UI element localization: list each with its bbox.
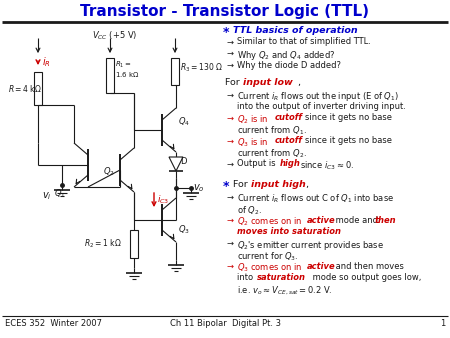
Text: input low: input low [243,78,293,87]
Text: current from $Q_2$.: current from $Q_2$. [237,148,307,161]
Text: Transistor - Transistor Logic (TTL): Transistor - Transistor Logic (TTL) [81,4,369,19]
Text: $Q_2$ is in: $Q_2$ is in [237,114,269,126]
Text: since $i_{C3} \approx 0$.: since $i_{C3} \approx 0$. [300,160,354,172]
Text: moves into saturation: moves into saturation [237,227,341,236]
Text: $\rightarrow$: $\rightarrow$ [225,193,235,202]
Text: $1.6\ \mathrm{k}\Omega$: $1.6\ \mathrm{k}\Omega$ [115,70,140,79]
Text: and then moves: and then moves [333,262,404,271]
Text: mode and: mode and [333,216,381,225]
Text: Why $Q_2$ and $Q_4$ added?: Why $Q_2$ and $Q_4$ added? [237,49,335,62]
Text: For: For [233,180,251,189]
Text: Current $i_R$ flows out the input (E of $Q_1$): Current $i_R$ flows out the input (E of … [237,90,399,103]
Text: $i_{C3}$: $i_{C3}$ [157,194,169,206]
Text: $\rightarrow$: $\rightarrow$ [225,239,235,248]
Text: Output is: Output is [237,160,278,168]
Text: $R_3 = 130\ \Omega$: $R_3 = 130\ \Omega$ [180,62,223,74]
Text: current from $Q_1$.: current from $Q_1$. [237,125,307,138]
Text: D: D [180,158,186,167]
Text: $i_R$: $i_R$ [42,55,51,69]
Text: $Q_3$: $Q_3$ [178,224,190,236]
Text: ,: , [297,78,300,87]
Text: saturation: saturation [257,273,306,282]
Text: $Q_2$ comes on in: $Q_2$ comes on in [237,216,303,228]
Text: 1: 1 [440,319,445,328]
Text: then: then [375,216,396,225]
Text: *: * [223,26,230,39]
Text: $Q_3$ comes on in: $Q_3$ comes on in [237,262,303,274]
Text: $R_2 = 1\ \mathrm{k}\Omega$: $R_2 = 1\ \mathrm{k}\Omega$ [84,238,122,250]
Text: mode so output goes low,: mode so output goes low, [310,273,421,282]
Text: $\rightarrow$: $\rightarrow$ [225,61,235,70]
Polygon shape [169,157,183,171]
Text: $v_o$: $v_o$ [193,182,205,194]
Text: active: active [307,262,336,271]
Text: of $Q_2$.: of $Q_2$. [237,204,262,217]
Text: $Q_3$ is in: $Q_3$ is in [237,137,269,149]
Text: into the output of inverter driving input.: into the output of inverter driving inpu… [237,102,406,111]
Text: $R_1 =$: $R_1 =$ [115,60,132,70]
Text: cutoff: cutoff [275,114,303,122]
Text: $\rightarrow$: $\rightarrow$ [225,90,235,99]
Text: into: into [237,273,256,282]
Bar [171,58,179,85]
Text: $Q_4$: $Q_4$ [178,116,190,128]
Text: since it gets no base: since it gets no base [305,114,392,122]
Text: i.e. $v_o \approx V_{CE,sat} = 0.2$ V.: i.e. $v_o \approx V_{CE,sat} = 0.2$ V. [237,285,333,297]
Text: $\rightarrow$: $\rightarrow$ [225,137,235,145]
Text: ,: , [305,180,308,189]
Text: $Q_2$: $Q_2$ [103,165,115,177]
Text: Similar to that of simplified TTL.: Similar to that of simplified TTL. [237,38,371,47]
Text: $Q_1$: $Q_1$ [54,187,66,199]
Bar [34,72,42,105]
Bar [130,230,138,258]
Text: Why the diode D added?: Why the diode D added? [237,61,341,70]
Bar [106,58,114,93]
Text: ECES 352  Winter 2007: ECES 352 Winter 2007 [5,319,102,328]
Text: high: high [280,160,301,168]
Text: input high: input high [251,180,306,189]
Text: .: . [333,227,336,236]
Text: $\rightarrow$: $\rightarrow$ [225,49,235,58]
Text: $\rightarrow$: $\rightarrow$ [225,160,235,168]
Text: $\rightarrow$: $\rightarrow$ [225,216,235,225]
Text: Ch 11 Bipolar  Digital Pt. 3: Ch 11 Bipolar Digital Pt. 3 [170,319,280,328]
Text: $\rightarrow$: $\rightarrow$ [225,38,235,47]
Text: since it gets no base: since it gets no base [305,137,392,145]
Text: $v_i$: $v_i$ [42,190,52,202]
Text: active: active [307,216,336,225]
Text: TTL basics of operation: TTL basics of operation [233,26,358,35]
Text: *: * [223,180,230,193]
Text: $\rightarrow$: $\rightarrow$ [225,262,235,271]
Text: current for $Q_3$.: current for $Q_3$. [237,250,299,263]
Text: $\rightarrow$: $\rightarrow$ [225,114,235,122]
Text: $V_{CC}$ (+5 V): $V_{CC}$ (+5 V) [92,30,138,43]
Text: For: For [225,78,243,87]
Text: cutoff: cutoff [275,137,303,145]
Text: $Q_2$'s emitter current provides base: $Q_2$'s emitter current provides base [237,239,384,252]
Text: $R = 4\ \mathrm{k}\Omega$: $R = 4\ \mathrm{k}\Omega$ [8,82,42,94]
Text: Current $i_R$ flows out C of $Q_1$ into base: Current $i_R$ flows out C of $Q_1$ into … [237,193,394,205]
